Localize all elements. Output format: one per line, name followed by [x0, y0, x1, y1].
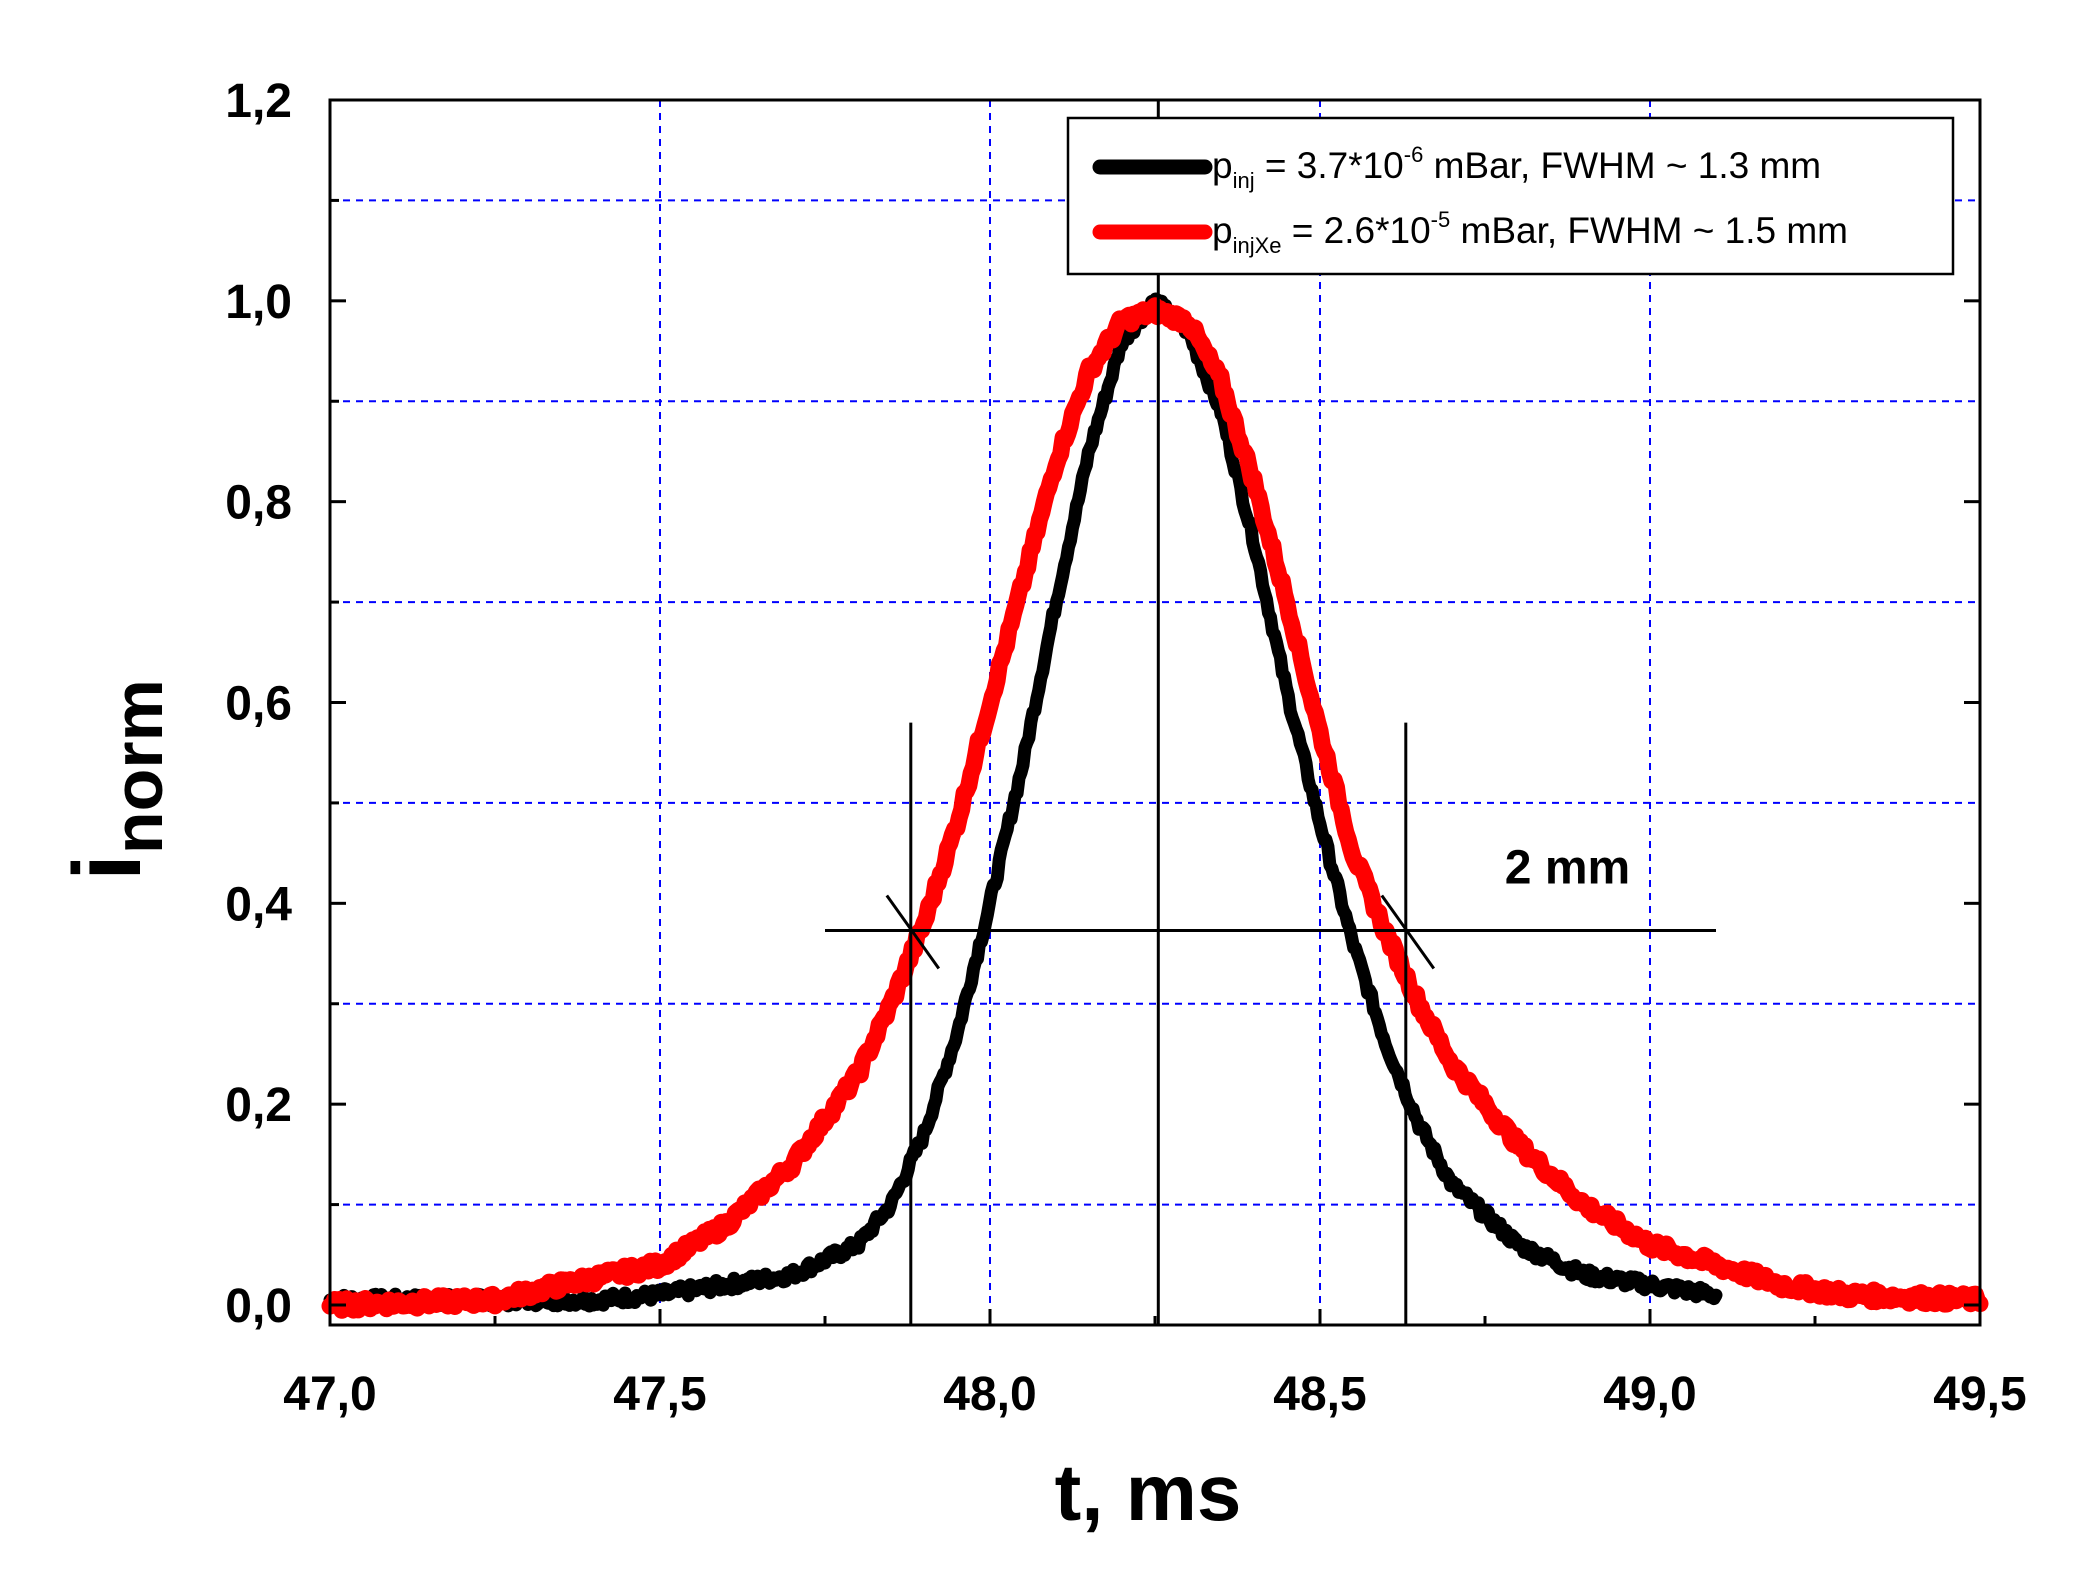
crossing-mark [885, 894, 941, 970]
svg-text:inorm: inorm [54, 679, 177, 881]
x-tick-label: 47,0 [283, 1368, 376, 1421]
series-layer [321, 292, 1989, 1319]
legend-label-red: pinjXe = 2.6*10-5 mBar, FWHM ~ 1.5 mm [1212, 207, 1848, 258]
y-tick-label: 0,6 [225, 678, 292, 731]
y-tick-label: 0,0 [225, 1280, 292, 1333]
x-tick-label: 49,0 [1603, 1368, 1696, 1421]
crossing-mark [1380, 894, 1436, 970]
legend-label-black: pinj = 3.7*10-6 mBar, FWHM ~ 1.3 mm [1212, 142, 1821, 193]
x-tick-label: 48,5 [1273, 1368, 1366, 1421]
legend-box [1066, 116, 1955, 276]
plot-frame [328, 98, 1982, 1327]
x-tick-label: 48,0 [943, 1368, 1036, 1421]
y-tick-label: 1,0 [225, 276, 292, 329]
x-tick-label: 49,5 [1933, 1368, 2026, 1421]
axes [328, 98, 1982, 1327]
y-axis-title-main: i [54, 854, 161, 881]
legend: pinj = 3.7*10-6 mBar, FWHM ~ 1.3 mm pinj… [1066, 116, 1955, 276]
y-tick-label: 0,4 [225, 878, 292, 931]
annotation-layer [825, 100, 1716, 1326]
ticks: 47,0 47,5 48,0 48,5 49,0 49,5 0,0 0,2 0,4 0,6 0,8 1… [225, 75, 2026, 1421]
y-tick-label: 0,8 [225, 477, 292, 530]
fwhm-annotation-label: 2 mm [1505, 841, 1630, 894]
y-axis-title: inorm [54, 679, 177, 881]
x-axis-title: t, ms [1055, 1448, 1242, 1537]
x-tick-label: 47,5 [613, 1368, 706, 1421]
y-tick-label: 0,2 [225, 1079, 292, 1132]
y-tick-label: 1,2 [225, 75, 292, 128]
grid-lines [330, 100, 1980, 1325]
series-line-red [321, 297, 1989, 1319]
y-axis-title-sub: norm [99, 679, 177, 854]
